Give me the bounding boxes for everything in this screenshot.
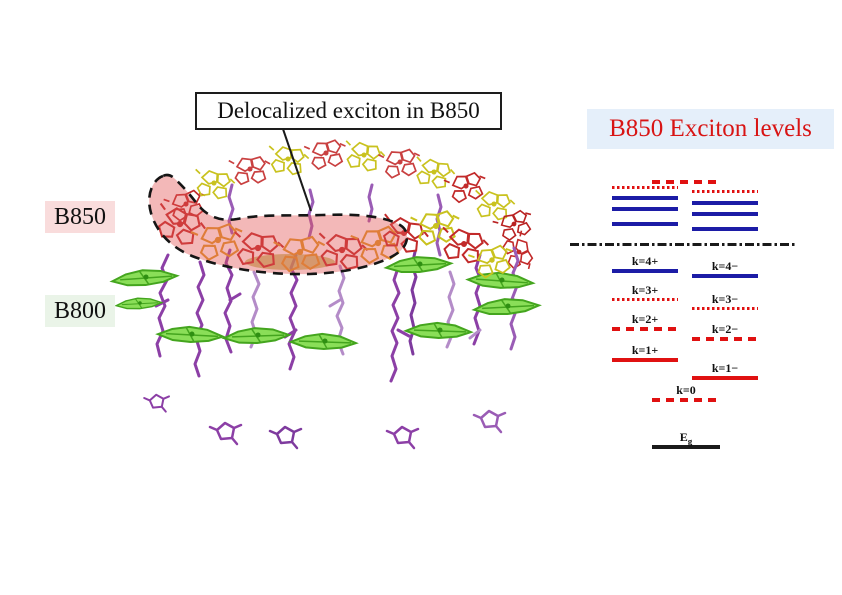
energy-level-line	[692, 227, 758, 231]
energy-level-line	[652, 398, 720, 402]
energy-level-line	[692, 201, 758, 205]
diagram-title: B850 Exciton levels	[587, 109, 834, 149]
b850-ring-label: B850	[45, 201, 115, 233]
energy-level-line	[652, 180, 720, 184]
exciton-diagram: k=4+ k=4− k=3+ k=3− k=2+ k=2− k=1+ k=1− k=0 Eg	[560, 160, 822, 472]
energy-level-line	[692, 190, 758, 193]
energy-level-line	[612, 222, 678, 226]
energy-level-line	[692, 307, 758, 310]
energy-level-label: k=0	[676, 383, 696, 397]
energy-level-label: k=2−	[711, 322, 739, 336]
b800-ring-label: B800	[45, 295, 115, 327]
energy-level-label: k=4+	[631, 254, 659, 268]
energy-level-label: k=2+	[631, 312, 659, 326]
energy-level-line	[612, 207, 678, 211]
delocalized-exciton-callout: Delocalized exciton in B850	[195, 92, 502, 130]
energy-level-line	[692, 337, 758, 341]
energy-level-line	[570, 243, 797, 246]
energy-level-line	[652, 445, 720, 449]
energy-level-label: k=4−	[711, 259, 739, 273]
energy-level-line	[692, 274, 758, 278]
energy-level-label: k=1+	[631, 343, 659, 357]
energy-level-label: k=1−	[711, 361, 739, 375]
energy-level-line	[612, 269, 678, 273]
energy-level-line	[612, 186, 678, 189]
energy-level-line	[612, 327, 678, 331]
energy-level-line	[612, 298, 678, 301]
energy-level-label: k=3−	[711, 292, 739, 306]
energy-level-line	[612, 196, 678, 200]
energy-level-label: k=3+	[631, 283, 659, 297]
callout-pointer-line	[282, 128, 312, 212]
energy-level-line	[692, 212, 758, 216]
energy-level-line	[612, 358, 678, 362]
exciton-highlight-region	[147, 173, 409, 276]
energy-level-line	[692, 376, 758, 380]
energy-level-label: Eg	[679, 430, 693, 447]
